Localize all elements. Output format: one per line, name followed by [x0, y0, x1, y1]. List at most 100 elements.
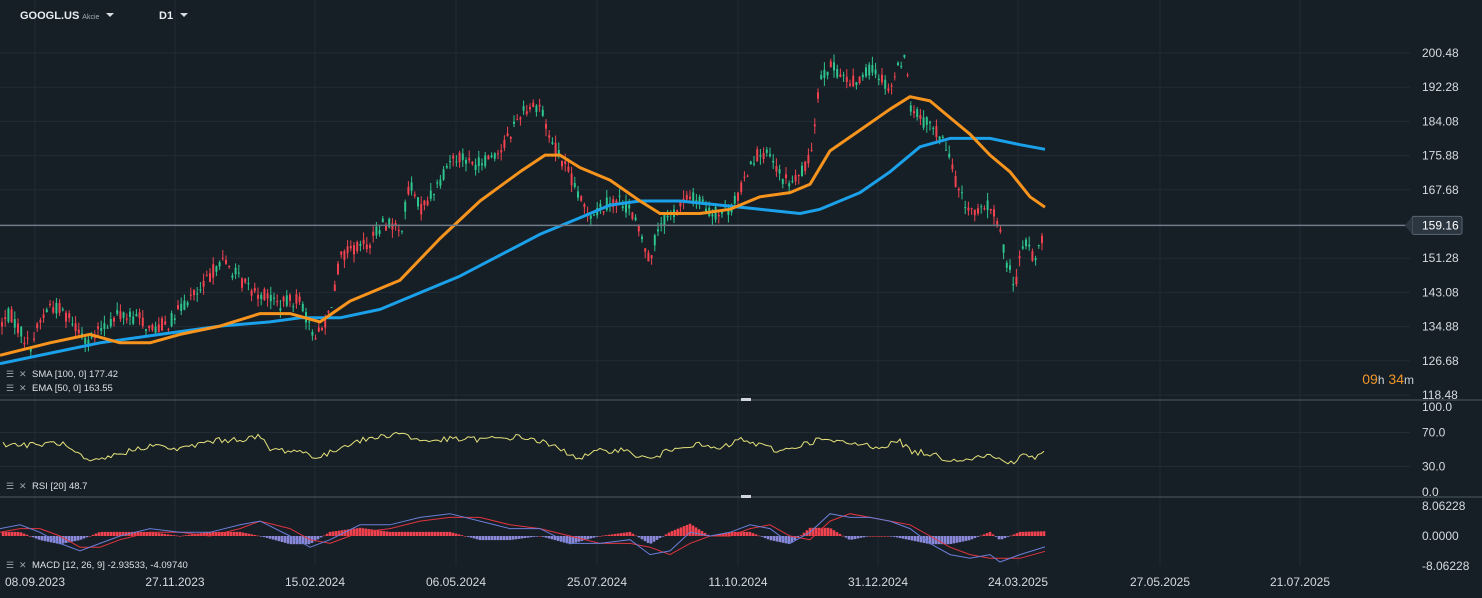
candle-body	[986, 200, 989, 210]
macd-histogram-bar	[181, 535, 185, 537]
macd-histogram-bar	[739, 531, 743, 536]
candle-body	[311, 331, 314, 336]
macd-histogram-bar	[985, 533, 989, 536]
macd-histogram-bar	[919, 536, 923, 543]
candle-body	[557, 150, 560, 155]
candle-body	[119, 311, 122, 320]
timeframe-label: D1	[159, 10, 174, 22]
candle-body	[874, 69, 877, 75]
macd-histogram-bar	[424, 531, 428, 536]
macd-histogram-bar	[205, 532, 209, 536]
macd-histogram-bar	[592, 536, 596, 538]
macd-histogram-bar	[175, 535, 179, 537]
macd-histogram-bar	[862, 536, 866, 538]
macd-histogram-bar	[502, 536, 506, 541]
symbol-selector[interactable]: GOOGL.US Akcie	[20, 10, 115, 22]
macd-histogram-bar	[238, 531, 242, 536]
macd-histogram-bar	[364, 528, 368, 536]
candle-body	[973, 209, 976, 216]
price-axis-label: 192.28	[1422, 80, 1459, 94]
candle-body	[775, 165, 778, 172]
close-icon[interactable]: ✕	[19, 560, 27, 570]
macd-histogram	[1, 523, 1046, 545]
candle-body	[929, 122, 931, 124]
macd-legend-label: MACD [12, 26, 9] -2.93533, -4.09740	[32, 560, 188, 571]
candle-body	[657, 229, 659, 232]
macd-histogram-bar	[634, 535, 638, 537]
candle-body	[266, 293, 269, 299]
macd-histogram-bar	[568, 536, 572, 545]
candle-body	[737, 192, 739, 201]
macd-histogram-bar	[976, 536, 980, 537]
candle-body	[359, 243, 362, 246]
price-axis-label: 134.88	[1422, 320, 1459, 334]
candle-body	[881, 74, 883, 83]
candle-body	[954, 176, 957, 187]
candle-body	[1025, 239, 1027, 247]
settings-icon[interactable]: ☰	[6, 369, 15, 379]
candle-body	[666, 215, 669, 218]
price-axis-label: 175.88	[1422, 149, 1459, 163]
candle-body	[567, 166, 570, 172]
macd-histogram-bar	[1024, 531, 1028, 536]
settings-icon[interactable]: ☰	[6, 481, 15, 491]
macd-histogram-bar	[970, 536, 974, 540]
candle-body	[1009, 265, 1011, 270]
candle-body	[263, 289, 266, 301]
macd-histogram-bar	[100, 531, 104, 536]
macd-histogram-bar	[973, 536, 977, 539]
candle-body	[349, 245, 352, 249]
candle-body	[529, 107, 531, 110]
macd-histogram-bar	[76, 536, 80, 541]
rsi-legend[interactable]: ☰ ✕ RSI [20] 48.7	[6, 481, 87, 492]
macd-histogram-bar	[511, 536, 515, 540]
macd-histogram-bar	[121, 531, 125, 536]
macd-histogram-bar	[433, 531, 437, 536]
candle-body	[273, 297, 275, 299]
candle-body	[897, 62, 899, 66]
settings-icon[interactable]: ☰	[6, 560, 15, 570]
candle-body	[429, 190, 432, 199]
macd-histogram-bar	[964, 536, 968, 541]
macd-histogram-bar	[106, 531, 110, 536]
macd-histogram-bar	[343, 529, 347, 536]
macd-histogram-bar	[172, 535, 176, 536]
ema-legend[interactable]: ☰ ✕ EMA [50, 0] 163.55	[6, 383, 113, 394]
macd-histogram-bar	[73, 536, 77, 542]
candle-body	[580, 196, 583, 201]
candle-body	[1041, 235, 1043, 244]
macd-histogram-bar	[877, 536, 881, 537]
close-icon[interactable]: ✕	[19, 383, 27, 393]
candle-body	[145, 329, 147, 331]
close-icon[interactable]: ✕	[19, 369, 27, 379]
candle-body	[125, 318, 128, 320]
settings-icon[interactable]: ☰	[6, 383, 15, 393]
macd-histogram-bar	[28, 536, 32, 537]
candle-body	[343, 250, 346, 261]
macd-histogram-bar	[232, 531, 236, 536]
candle-body	[663, 213, 666, 226]
macd-legend[interactable]: ☰ ✕ MACD [12, 26, 9] -2.93533, -4.09740	[6, 560, 188, 571]
macd-histogram-bar	[757, 535, 761, 537]
candle-body	[605, 197, 608, 211]
candle-body	[113, 317, 115, 322]
close-icon[interactable]: ✕	[19, 481, 27, 491]
candle-body	[781, 179, 784, 184]
candle-body	[445, 165, 448, 168]
macd-histogram-bar	[304, 536, 308, 545]
macd-histogram-bar	[487, 536, 491, 541]
macd-histogram-bar	[754, 534, 758, 536]
candle-body	[644, 248, 647, 252]
candle-body	[762, 152, 765, 159]
macd-histogram-bar	[829, 528, 833, 536]
macd-axis-label: -8.06228	[1422, 559, 1470, 573]
candle-body	[346, 246, 349, 254]
macd-histogram-bar	[439, 531, 443, 536]
candle-body	[151, 324, 154, 331]
candle-body	[58, 303, 61, 313]
sma-legend[interactable]: ☰ ✕ SMA [100, 0] 177.42	[6, 369, 118, 380]
timeframe-selector[interactable]: D1	[159, 10, 189, 22]
macd-histogram-bar	[772, 536, 776, 541]
